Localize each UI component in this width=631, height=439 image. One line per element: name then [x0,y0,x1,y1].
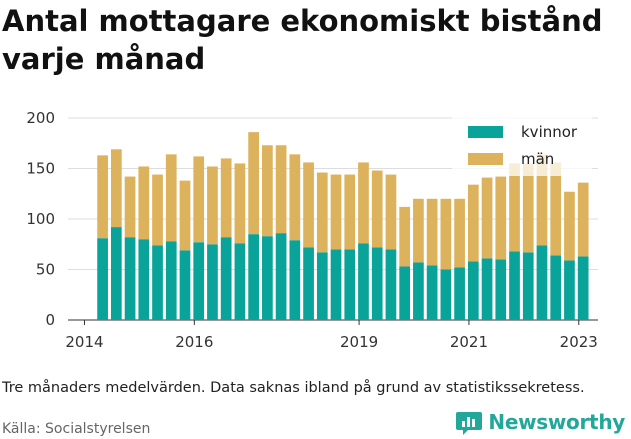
bar-man [138,166,150,240]
bar-kvinnor [426,265,438,320]
y-tick-label: 100 [26,210,55,228]
brand-name: Newsworthy [488,410,625,434]
bar-kvinnor [536,245,548,320]
bar-kvinnor [248,234,259,320]
bar-man [165,154,177,242]
bar-kvinnor [495,259,507,320]
bar-kvinnor [152,245,163,320]
bar-man [495,176,507,260]
y-axis-ticks: 0 50 100 150 200 [26,109,55,329]
bar-man [454,198,465,268]
bar-kvinnor [481,258,493,320]
bar-kvinnor [303,247,314,320]
x-tick-label: 2014 [65,333,103,351]
bar-man [467,184,479,262]
bar-kvinnor [440,269,452,320]
bar-kvinnor [371,247,383,320]
x-tick-label: 2016 [175,333,213,351]
bar-man [220,158,232,238]
bar-kvinnor [454,267,465,320]
legend-label-kvinnor: kvinnor [521,123,578,141]
newsworthy-brand[interactable]: Newsworthy [455,408,625,436]
y-tick-label: 50 [36,261,55,279]
bar-man [97,155,108,239]
bar-kvinnor [509,251,520,320]
footnote: Tre månaders medelvärden. Data saknas ib… [2,380,585,396]
bar-man [303,162,314,248]
bar-kvinnor [399,266,411,320]
bar-man [193,156,205,243]
bar-man [577,182,589,257]
bar-man [426,198,438,266]
bars [97,132,589,320]
bar-kvinnor [289,240,301,320]
bar-man [522,163,534,253]
bar-man [344,174,356,250]
bar-man [316,172,328,253]
x-tick-label: 2023 [560,333,598,351]
bar-kvinnor [124,237,136,320]
bar-man [289,154,301,241]
legend-swatch-kvinnor [468,126,503,138]
newsworthy-logo-icon [456,412,483,435]
source-credit: Källa: Socialstyrelsen [2,421,151,437]
bar-kvinnor [97,238,108,320]
bar-man [371,170,383,248]
bar-man [440,198,452,270]
stacked-bar-chart: 0 50 100 150 200 2014 2016 2019 2021 2023 kvinno… [26,109,598,351]
bar-kvinnor [275,233,287,320]
bar-kvinnor [262,236,273,320]
bar-man [207,166,218,245]
bar-kvinnor [577,256,589,320]
bar-kvinnor [358,243,369,320]
bar-man [385,174,397,250]
bar-man [179,180,191,251]
y-tick-label: 0 [45,311,55,329]
bar-man [262,145,273,237]
bar-man [413,198,424,263]
bar-man [536,154,548,246]
bar-man [248,132,259,235]
bar-man [275,145,287,234]
x-tick-label: 2021 [450,333,488,351]
x-axis-ticks: 2014 2016 2019 2021 2023 [65,320,598,351]
bar-man [358,162,369,244]
bar-man [152,174,163,246]
y-tick-label: 200 [26,109,55,127]
bar-kvinnor [193,242,205,320]
y-tick-label: 150 [26,160,55,178]
bar-man [124,176,136,238]
bar-kvinnor [330,249,342,320]
bar-man [234,163,246,244]
bar-kvinnor [220,237,232,320]
bar-kvinnor [234,243,246,320]
bar-kvinnor [550,255,562,320]
chart-title: Antal mottagare ekonomiskt bistånd varje… [2,4,603,76]
bar-kvinnor [207,244,218,320]
legend: kvinnor män [452,110,592,176]
bar-man [110,149,122,228]
bar-kvinnor [138,239,150,320]
bar-kvinnor [522,252,534,320]
bar-kvinnor [413,262,424,320]
bar-man [550,162,562,256]
bar-kvinnor [467,261,479,320]
bar-man [330,174,342,250]
bar-kvinnor [564,260,575,320]
bar-kvinnor [344,249,356,320]
bar-kvinnor [165,241,177,320]
bar-kvinnor [316,252,328,320]
legend-swatch-man [468,153,503,165]
bar-kvinnor [179,250,191,320]
bar-man [564,191,575,261]
bar-man [481,177,493,259]
legend-label-man: män [521,150,554,168]
bar-man [509,163,520,252]
x-tick-label: 2019 [340,333,378,351]
bar-kvinnor [385,249,397,320]
bar-man [399,206,411,267]
bar-kvinnor [110,227,122,320]
